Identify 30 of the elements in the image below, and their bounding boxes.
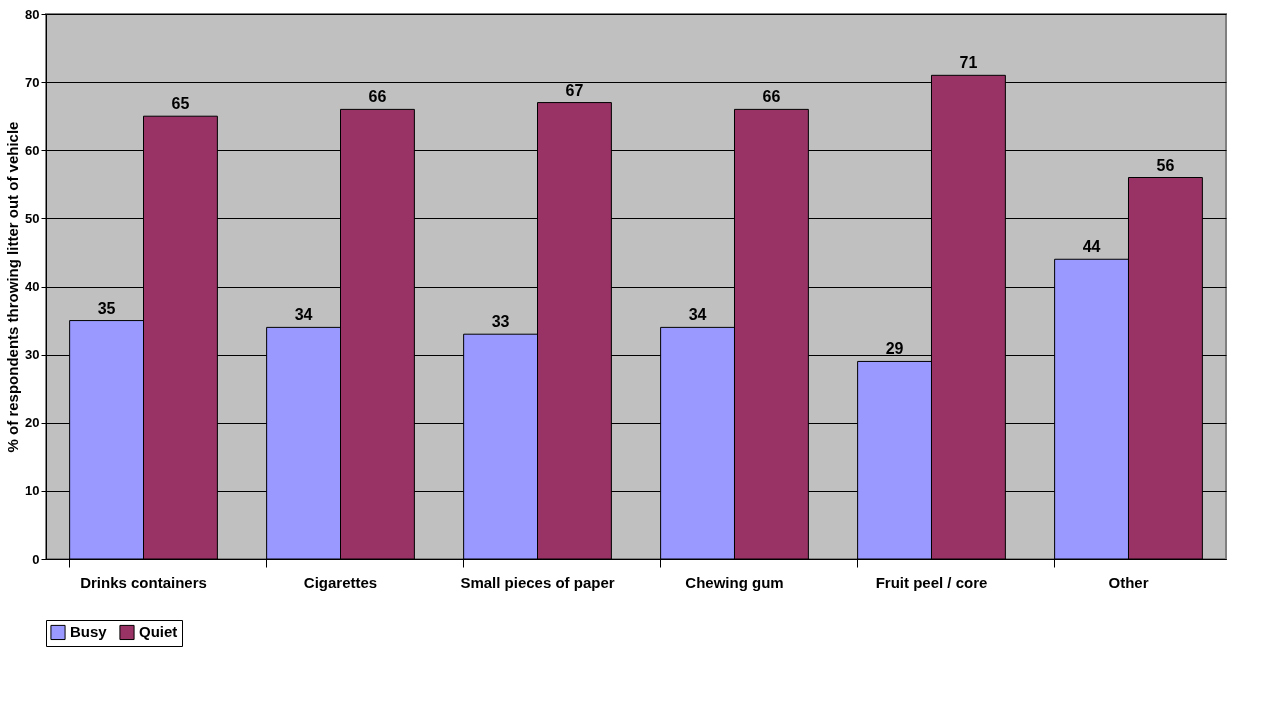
legend-label: Busy	[70, 623, 108, 641]
x-tick-label: Small pieces of paper	[460, 573, 615, 591]
data-label: 33	[491, 313, 510, 331]
data-label: 67	[565, 81, 584, 99]
x-tick-label: Chewing gum	[685, 573, 784, 591]
y-tick-label: 20	[25, 415, 40, 431]
x-tick-label: Other	[1108, 573, 1149, 591]
y-tick-label: 30	[25, 347, 40, 363]
legend-label: Quiet	[139, 623, 178, 641]
data-label: 34	[294, 306, 313, 324]
y-tick-label: 70	[25, 74, 40, 90]
y-tick-label: 10	[25, 483, 40, 499]
data-label: 29	[885, 340, 904, 358]
x-tick-label: Cigarettes	[303, 573, 378, 591]
y-tick-label: 0	[32, 551, 40, 567]
data-label: 44	[1082, 238, 1101, 256]
y-tick-label: 80	[25, 6, 40, 22]
data-label: 35	[97, 299, 116, 317]
x-tick-label: Drinks containers	[80, 573, 207, 591]
data-label: 56	[1156, 156, 1175, 174]
y-tick-label: 40	[25, 279, 40, 294]
y-tick-label: 50	[25, 210, 40, 226]
data-label: 65	[171, 95, 190, 113]
data-label: 34	[688, 306, 707, 324]
data-label: 66	[762, 88, 781, 106]
data-label: 66	[368, 88, 387, 106]
data-label: 71	[959, 54, 978, 72]
y-axis-title: % of respondents throwing litter out of vehicle	[4, 121, 22, 453]
x-tick-label: Fruit peel / core	[875, 573, 988, 591]
y-tick-label: 60	[25, 142, 40, 158]
